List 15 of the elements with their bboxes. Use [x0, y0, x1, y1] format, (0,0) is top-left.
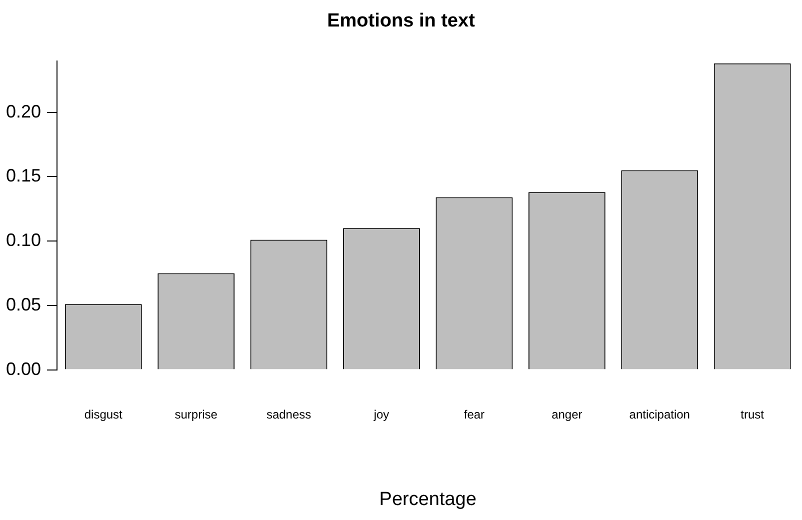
x-axis-title: Percentage	[379, 488, 476, 510]
y-tick-label: 0.05	[6, 294, 42, 314]
x-tick-label: anger	[552, 407, 582, 422]
y-tick-label: 0.10	[6, 230, 42, 250]
x-tick-label: anticipation	[629, 407, 690, 422]
y-tick-label: 0.00	[6, 358, 42, 379]
x-tick-label: disgust	[84, 407, 124, 422]
x-tick-label: surprise	[174, 407, 218, 422]
y-tick-label: 0.20	[6, 101, 42, 122]
y-tick-label: 0.15	[6, 166, 42, 186]
chart-title: Emotions in text	[327, 10, 476, 32]
x-tick-label: trust	[740, 407, 765, 422]
x-tick-label: joy	[372, 407, 390, 422]
x-tick-label: fear	[464, 407, 485, 422]
x-tick-label: sadness	[266, 407, 312, 422]
